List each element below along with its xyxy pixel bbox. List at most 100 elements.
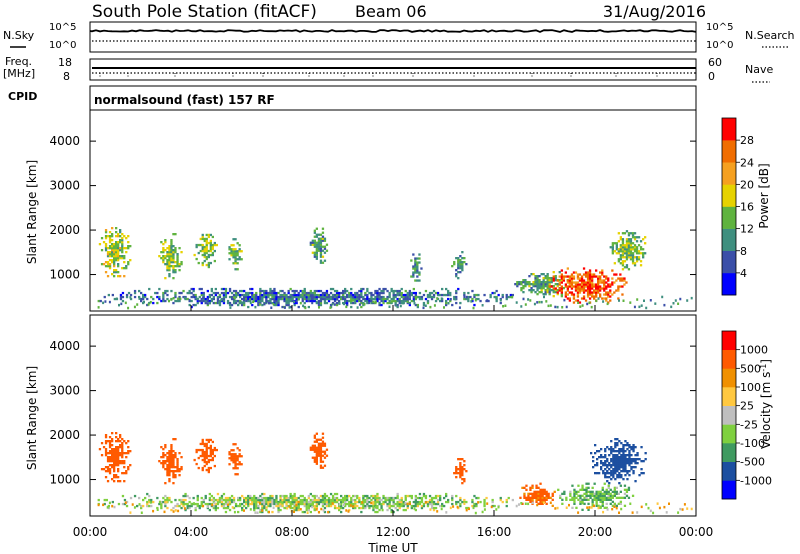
velocity-cell xyxy=(520,502,523,505)
velocity-cell xyxy=(581,501,584,505)
velocity-cell xyxy=(102,468,106,471)
power-cell xyxy=(317,243,321,246)
velocity-cell xyxy=(299,500,302,504)
velocity-cell xyxy=(261,496,264,500)
velocity-cell xyxy=(168,466,171,469)
velocity-cell xyxy=(172,482,175,485)
velocity-cell xyxy=(455,466,458,469)
power-cell xyxy=(402,301,405,305)
velocity-cell xyxy=(640,446,643,449)
power-cell xyxy=(174,261,177,264)
power-cell xyxy=(426,293,430,297)
power-cell xyxy=(222,291,226,295)
power-cell xyxy=(576,283,580,286)
power-cell xyxy=(564,285,567,288)
power-cell xyxy=(597,285,600,288)
velocity-cell xyxy=(123,452,126,455)
power-cell xyxy=(621,277,624,280)
velocity-cell xyxy=(644,452,647,455)
velocity-cell xyxy=(205,442,208,446)
velocity-cell xyxy=(205,456,208,460)
velocity-cell xyxy=(356,496,359,500)
power-cell xyxy=(572,277,576,280)
velocity-cell xyxy=(461,500,464,504)
velocity-cell xyxy=(214,498,217,502)
power-cell xyxy=(635,248,639,251)
velocity-cell xyxy=(283,498,286,502)
power-cell xyxy=(520,281,523,284)
power-cell xyxy=(413,302,416,305)
power-cell xyxy=(113,297,116,301)
velocity-cell xyxy=(117,460,120,463)
velocity-cell xyxy=(166,506,169,510)
power-cell xyxy=(232,299,236,303)
power-cell xyxy=(121,255,124,258)
power-cell xyxy=(542,283,545,286)
power-cell xyxy=(548,291,551,294)
velocity-cell xyxy=(180,456,183,459)
velocity-cell xyxy=(113,470,116,473)
power-cell xyxy=(123,247,126,250)
power-cell xyxy=(376,291,379,295)
velocity-cell xyxy=(318,511,320,514)
power-cell xyxy=(597,291,600,294)
power-cell xyxy=(390,300,393,303)
power-cell xyxy=(534,275,537,278)
power-cell xyxy=(615,246,618,249)
velocity-cell xyxy=(212,504,215,508)
power-cell xyxy=(125,293,129,297)
velocity-cell xyxy=(230,449,233,452)
power-cell xyxy=(234,301,238,305)
power-cell xyxy=(291,293,294,297)
power-cell xyxy=(323,291,327,295)
velocity-cell xyxy=(527,492,530,495)
power-cell xyxy=(104,249,108,252)
velocity-cell xyxy=(603,490,606,493)
power-cell xyxy=(319,299,323,303)
velocity-cell xyxy=(565,496,568,499)
power-cell xyxy=(428,295,432,299)
power-cell xyxy=(342,297,345,301)
velocity-cell xyxy=(240,463,243,466)
power-cell xyxy=(166,293,169,297)
power-cell xyxy=(234,289,238,293)
power-cell xyxy=(597,275,600,278)
power-cell xyxy=(111,255,114,258)
power-cell xyxy=(564,283,567,286)
power-colorbar-segment xyxy=(722,118,736,141)
velocity-cell xyxy=(238,453,241,456)
power-cell xyxy=(635,250,639,253)
power-cell xyxy=(422,293,426,297)
velocity-cell xyxy=(315,462,318,465)
power-cell xyxy=(554,287,557,290)
power-cell xyxy=(127,241,130,244)
cpid-panel: CPID normalsound (fast) 157 RF xyxy=(8,85,697,111)
power-cell xyxy=(255,293,258,297)
power-cell xyxy=(164,257,167,260)
velocity-cell xyxy=(630,446,633,449)
velocity-cell xyxy=(269,502,272,506)
velocity-cell xyxy=(313,498,316,502)
velocity-cell xyxy=(111,464,114,467)
power-cell xyxy=(457,265,460,268)
power-cell xyxy=(631,260,635,263)
power-cell xyxy=(576,281,580,284)
power-cell xyxy=(325,291,329,295)
power-cell xyxy=(257,295,260,299)
velocity-cell xyxy=(228,453,231,456)
velocity-cell xyxy=(319,444,323,447)
beam-label: Beam 06 xyxy=(355,2,427,21)
power-cell xyxy=(400,287,403,291)
power-cell xyxy=(642,256,645,259)
power-cell xyxy=(412,271,415,274)
velocity-cell xyxy=(585,490,588,493)
velocity-cell xyxy=(595,494,598,497)
velocity-cell xyxy=(638,474,641,477)
velocity-cell xyxy=(612,476,615,479)
power-cell xyxy=(210,289,213,293)
power-cell xyxy=(580,285,584,288)
velocity-cell xyxy=(609,492,612,495)
velocity-cell xyxy=(190,502,193,506)
power-cell xyxy=(117,233,120,236)
power-cell xyxy=(319,233,323,236)
